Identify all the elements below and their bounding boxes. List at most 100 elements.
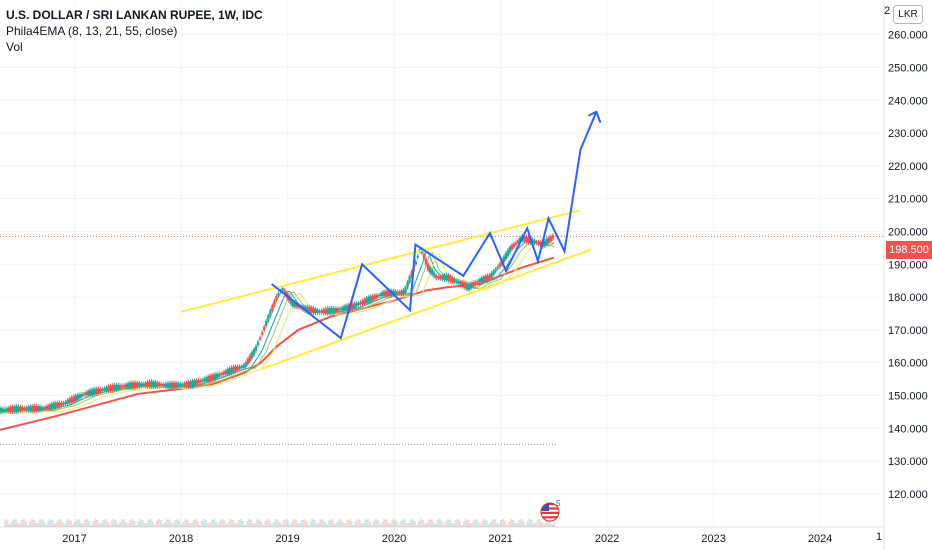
candle-body xyxy=(99,388,102,393)
candle xyxy=(514,240,518,247)
candle-body xyxy=(9,407,12,412)
volume-bar xyxy=(157,519,160,527)
candle xyxy=(9,405,12,414)
volume-bar xyxy=(452,523,455,527)
candle xyxy=(416,253,420,260)
candle-body xyxy=(242,364,245,368)
candle xyxy=(191,378,194,389)
volume-bar xyxy=(508,521,511,527)
candle-body xyxy=(13,406,16,413)
candle-body xyxy=(45,405,49,410)
volume-bar xyxy=(491,519,494,527)
candle-body xyxy=(377,294,381,297)
candle xyxy=(74,393,77,404)
volume-bar xyxy=(348,519,351,527)
candle xyxy=(447,273,450,283)
volume-bar xyxy=(8,523,11,527)
candle xyxy=(101,386,104,393)
candle-body xyxy=(291,300,295,307)
volume-bar xyxy=(59,519,62,527)
candle xyxy=(199,378,202,385)
candle xyxy=(453,277,456,285)
candle xyxy=(260,330,264,337)
volume-bar xyxy=(356,519,359,527)
candle-body xyxy=(199,380,202,383)
volume-bar xyxy=(448,519,451,527)
candle xyxy=(21,405,24,413)
symbol-title[interactable]: U.S. DOLLAR / SRI LANKAN RUPEE, 1W, IDC xyxy=(6,8,263,22)
candle-body xyxy=(95,388,98,395)
volume-label[interactable]: Vol xyxy=(6,40,23,54)
volume-bar xyxy=(524,524,527,527)
volume-bar xyxy=(135,524,138,527)
candle xyxy=(457,279,460,286)
time-axis[interactable]: 2017 2018 2019 2020 2021 2022 2023 2024 xyxy=(62,533,832,545)
candle xyxy=(142,381,145,388)
volume-bar xyxy=(325,524,328,527)
candle xyxy=(113,382,116,393)
price-axis-label: 130.000 xyxy=(888,456,928,468)
indicator-label[interactable]: Phila4EMA (8, 13, 21, 55, close) xyxy=(6,24,178,38)
candle-body xyxy=(195,380,198,385)
candle-body xyxy=(172,382,176,389)
candle xyxy=(17,404,20,414)
candle xyxy=(324,306,327,316)
candle xyxy=(136,380,139,390)
candle xyxy=(549,234,553,243)
volume-bar xyxy=(219,520,222,527)
candle-body xyxy=(461,282,465,287)
candle xyxy=(109,383,112,393)
volume-bar xyxy=(313,520,316,527)
candle xyxy=(43,405,47,411)
candle-body xyxy=(66,400,69,404)
candle-body xyxy=(41,407,45,410)
volume-bar xyxy=(90,524,93,527)
candle-body xyxy=(277,293,280,296)
candle-body xyxy=(252,349,256,355)
candle xyxy=(131,380,135,391)
volume-bar xyxy=(405,522,408,527)
chart-grid xyxy=(0,0,885,550)
candle xyxy=(314,306,317,316)
candle xyxy=(205,375,209,384)
volume-bar xyxy=(55,522,58,527)
volume-bar xyxy=(145,522,148,527)
volume-bar xyxy=(278,522,281,527)
volume-bar xyxy=(547,519,550,527)
volume-bar xyxy=(149,519,152,527)
candle xyxy=(465,281,469,292)
candle xyxy=(146,379,149,389)
candle xyxy=(330,305,334,316)
volume-bar xyxy=(352,524,355,527)
candle xyxy=(41,405,45,412)
candle xyxy=(250,350,254,361)
candle-body xyxy=(281,288,284,291)
volume-bar xyxy=(28,521,31,527)
volume-bar xyxy=(375,519,378,527)
volume-bar xyxy=(485,520,488,527)
candle xyxy=(224,368,227,377)
candle xyxy=(383,289,387,299)
candle-body xyxy=(426,264,430,271)
candle xyxy=(508,245,512,255)
candle xyxy=(543,238,547,249)
price-axis[interactable]: 260.000 250.000 240.000 230.000 220.000 210.0… xyxy=(888,30,928,501)
volume-bar xyxy=(166,519,169,527)
volume-bar xyxy=(321,519,324,527)
candle-body xyxy=(127,383,131,389)
candle xyxy=(174,380,178,390)
candle-body xyxy=(93,388,96,395)
candle-body xyxy=(480,278,483,283)
candle-body xyxy=(166,383,170,388)
volume-bar xyxy=(475,519,478,527)
currency-button[interactable]: LKR xyxy=(893,5,923,24)
volume-bar xyxy=(289,524,292,527)
us-flag-event-icon[interactable]: 5 xyxy=(539,500,561,522)
time-axis-label: 2020 xyxy=(382,533,406,545)
candle xyxy=(72,394,75,405)
candle xyxy=(478,277,481,284)
candle-body xyxy=(342,306,346,311)
candle-body xyxy=(146,381,149,387)
candle xyxy=(455,278,458,285)
